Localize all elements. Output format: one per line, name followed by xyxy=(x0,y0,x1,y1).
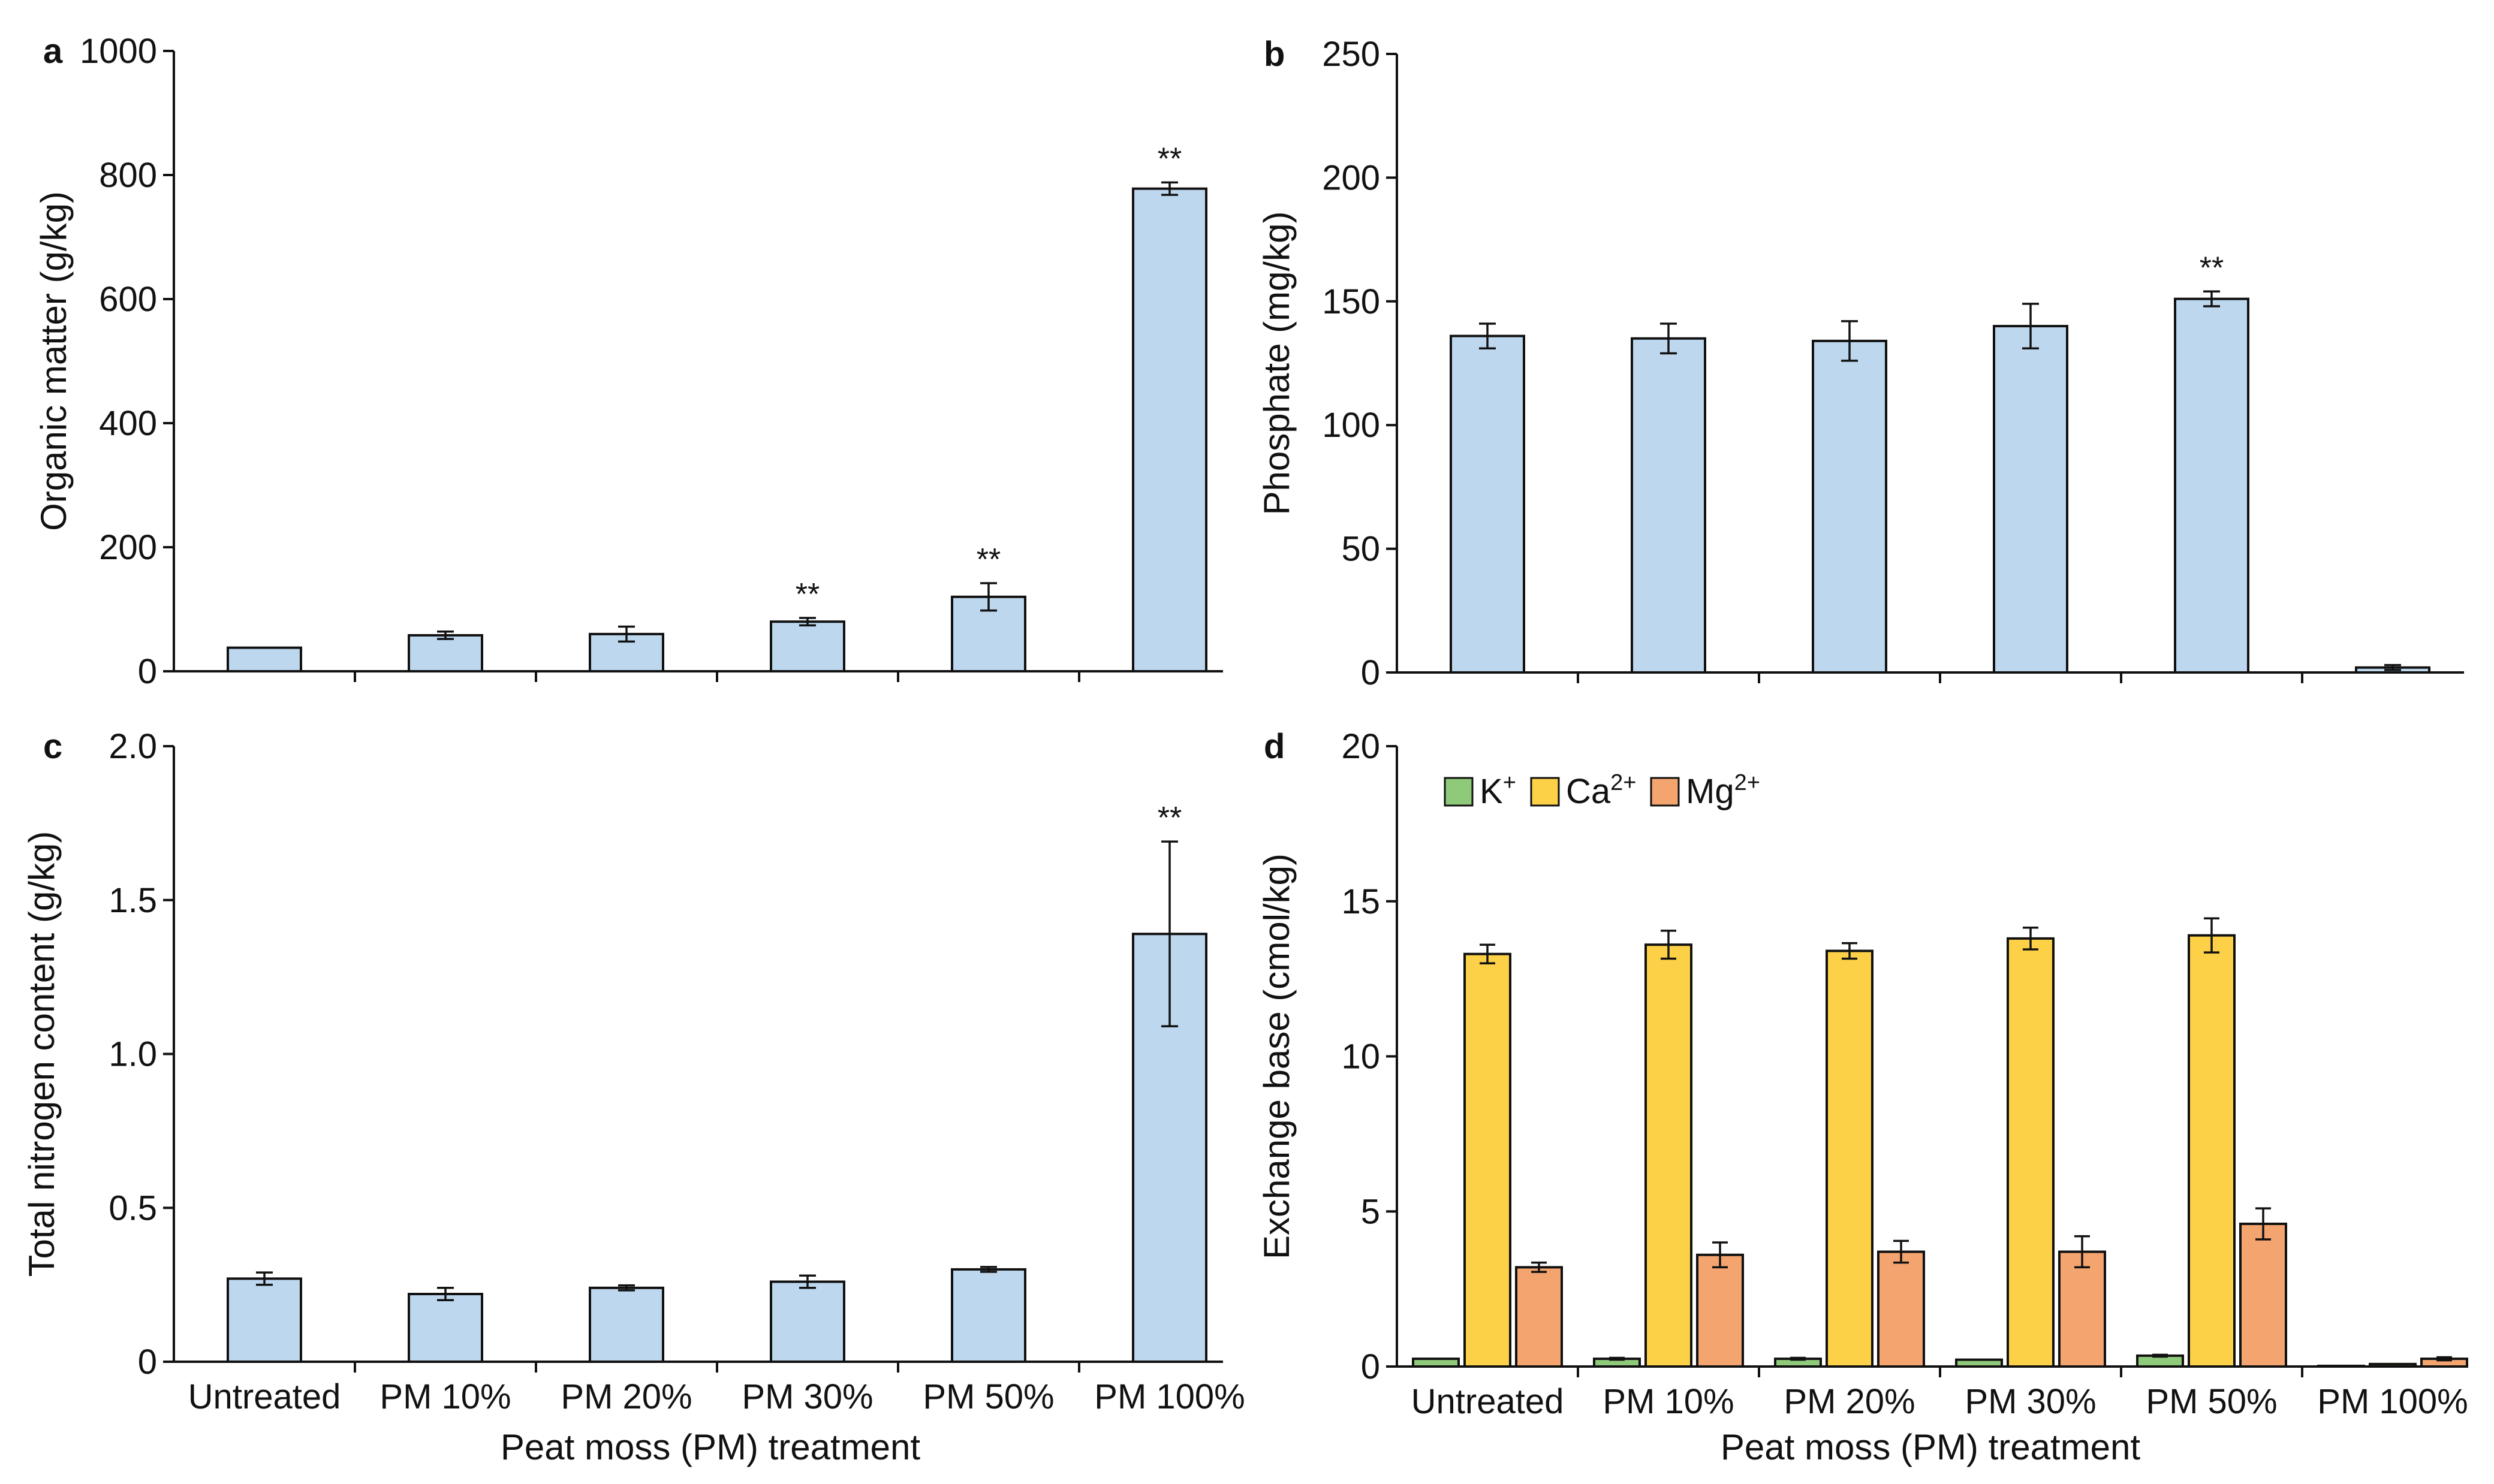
panel-d-x-tick-label: PM 50% xyxy=(2146,1382,2277,1421)
panel-d-legend-label: Ca2+ xyxy=(1566,770,1636,811)
panel-c-bar xyxy=(227,1277,302,1363)
panel-c-y-tick-label: 1.5 xyxy=(109,881,157,920)
panel-b-y-tick-label: 150 xyxy=(1322,282,1380,321)
panel-a-significance-label: ** xyxy=(977,542,1001,577)
panel-a-y-tick-label: 800 xyxy=(99,156,157,195)
panel-a-organic-matter: a Organic matter (g/kg) 0 200 400 600 800 1000 *… xyxy=(34,32,1223,691)
panel-a-bar xyxy=(227,646,302,673)
panel-c-y-tick-label: 0.5 xyxy=(109,1189,157,1227)
panel-c-y-tick-label: 2.0 xyxy=(109,727,157,766)
legend-ion-charge: + xyxy=(1503,770,1516,795)
panel-a-y-tick-label: 200 xyxy=(99,528,157,567)
panel-d-legend-label: Mg2+ xyxy=(1686,770,1760,811)
panel-d-bar xyxy=(1696,1253,1744,1368)
panel-b-y-tick-label: 100 xyxy=(1322,406,1380,445)
panel-c-significance-label: ** xyxy=(1158,801,1182,835)
legend-ion-charge: 2+ xyxy=(1734,770,1760,795)
panel-b-y-tick-label: 0 xyxy=(1361,653,1380,692)
panel-d-legend-swatch xyxy=(1444,777,1474,807)
panel-d-legend-label: K+ xyxy=(1480,770,1516,811)
panel-d-x-tick-label: PM 10% xyxy=(1603,1382,1734,1421)
panel-d-y-tick-label: 0 xyxy=(1361,1347,1380,1386)
panel-d-bar xyxy=(1877,1250,1925,1368)
panel-a-y-tick-label: 400 xyxy=(99,404,157,443)
panel-d-legend-swatch xyxy=(1650,777,1680,807)
x-axis-title-left: Peat moss (PM) treatment xyxy=(501,1427,921,1467)
panel-d-letter: d xyxy=(1264,727,1285,766)
panel-b-bar xyxy=(1812,339,1887,674)
panel-a-significance-label: ** xyxy=(796,577,820,612)
panel-d-bar xyxy=(1826,949,1873,1368)
panel-a-bar xyxy=(408,634,483,672)
panel-d-bar xyxy=(2188,934,2236,1368)
panel-a-significance-label: ** xyxy=(1158,141,1182,176)
panel-b-bar xyxy=(2174,297,2249,674)
panel-c-x-tick-label: PM 20% xyxy=(561,1377,692,1416)
panel-d-bar xyxy=(1412,1358,1460,1368)
panel-d-x-tick-label: PM 30% xyxy=(1965,1382,2096,1421)
panel-c-bar xyxy=(408,1293,483,1364)
panel-d-legend-swatch xyxy=(1530,777,1560,807)
panel-a-bar xyxy=(770,620,845,672)
panel-a-bar xyxy=(589,632,664,673)
panel-d-bar xyxy=(2058,1250,2106,1368)
panel-c-x-tick-label: PM 100% xyxy=(1094,1377,1245,1416)
panel-c-total-nitrogen: c Total nitrogen content (g/kg) 0 0.5 1.0 1.5… xyxy=(22,727,1245,1416)
panel-b-significance-label: ** xyxy=(2200,251,2224,285)
legend-ion-name: K xyxy=(1480,772,1503,811)
panel-c-x-tick-label: Untreated xyxy=(188,1377,341,1416)
panel-a-letter: a xyxy=(43,32,63,71)
panel-d-y-axis-title: Exchange base (cmol/kg) xyxy=(1257,853,1297,1259)
panel-b-y-tick-label: 250 xyxy=(1322,35,1380,74)
panel-c-letter: c xyxy=(43,727,62,766)
panel-c-x-tick-label: PM 10% xyxy=(379,1377,511,1416)
legend-ion-name: Ca xyxy=(1566,772,1611,811)
panel-c-y-tick-label: 1.0 xyxy=(109,1035,157,1074)
panel-d-bar xyxy=(2239,1222,2287,1368)
panel-b-bar xyxy=(1993,325,2068,674)
panel-c-y-tick-label: 0 xyxy=(138,1343,157,1382)
panel-d-bar xyxy=(1955,1358,2003,1368)
panel-a-y-tick-label: 1000 xyxy=(80,32,157,71)
panel-b-letter: b xyxy=(1264,35,1285,74)
panel-d-x-tick-label: Untreated xyxy=(1411,1382,1564,1421)
panel-b-y-axis-title: Phosphate (mg/kg) xyxy=(1257,212,1297,515)
panel-d-bar xyxy=(1644,943,1692,1368)
panel-d-bar xyxy=(1515,1266,1563,1368)
panel-c-bar xyxy=(951,1268,1026,1363)
panel-d-y-tick-label: 15 xyxy=(1341,882,1380,921)
panel-d-bar xyxy=(2317,1364,2365,1368)
panel-d-y-tick-label: 5 xyxy=(1361,1192,1380,1231)
panel-b-bar xyxy=(1631,337,1706,674)
panel-b-bar xyxy=(1450,334,1525,674)
panel-d-y-tick-label: 20 xyxy=(1341,727,1380,766)
legend-ion-charge: 2+ xyxy=(1610,770,1636,795)
panel-d-bar xyxy=(2369,1362,2417,1368)
panel-d-x-tick-label: PM 100% xyxy=(2317,1382,2468,1421)
panel-c-bar xyxy=(770,1280,845,1363)
panel-a-bar xyxy=(1132,187,1207,672)
panel-d-exchange-base: d Exchange base (cmol/kg) 0 5 10 15 20 Untreate… xyxy=(1257,727,2468,1421)
panel-a-y-axis-title: Organic matter (g/kg) xyxy=(34,191,74,531)
panel-c-y-axis-title: Total nitrogen content (g/kg) xyxy=(22,831,62,1277)
panel-d-y-tick-label: 10 xyxy=(1341,1037,1380,1076)
panel-c-x-tick-label: PM 50% xyxy=(923,1377,1054,1416)
x-axis-title-right: Peat moss (PM) treatment xyxy=(1721,1427,2141,1467)
panel-b-y-tick-label: 50 xyxy=(1341,530,1380,569)
panel-a-y-tick-label: 600 xyxy=(99,280,157,319)
legend-ion-name: Mg xyxy=(1686,772,1734,811)
panel-b-y-tick-label: 200 xyxy=(1322,158,1380,197)
panel-c-bar xyxy=(589,1286,664,1364)
panel-d-x-tick-label: PM 20% xyxy=(1784,1382,1915,1421)
panel-d-bar xyxy=(2007,937,2055,1368)
panel-b-phosphate: b Phosphate (mg/kg) 0 50 100 150 200 250 ** xyxy=(1257,35,2464,692)
panel-a-y-tick-label: 0 xyxy=(138,652,157,691)
panel-c-x-tick-label: PM 30% xyxy=(742,1377,873,1416)
panel-d-bar xyxy=(1463,952,1511,1368)
